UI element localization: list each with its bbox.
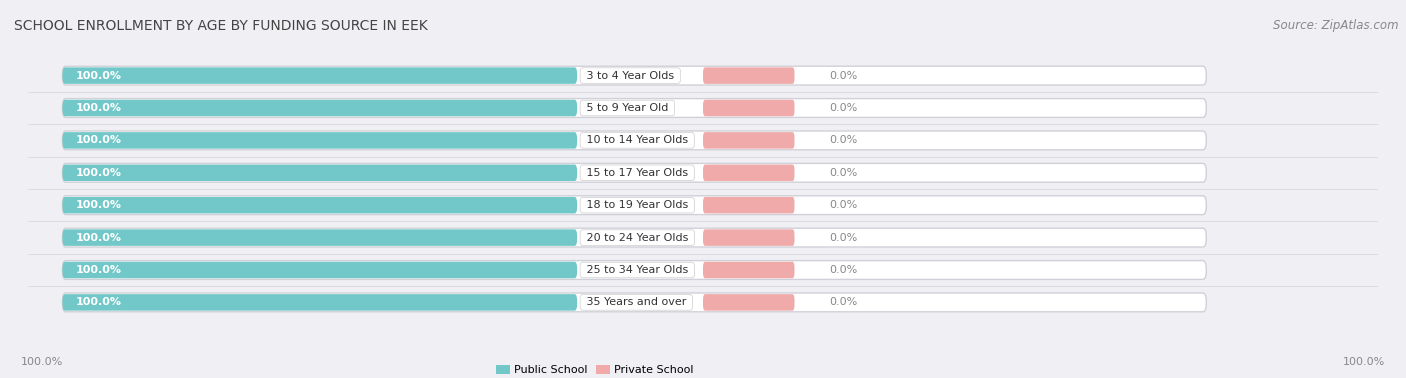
FancyBboxPatch shape: [62, 66, 1206, 85]
Text: 0.0%: 0.0%: [828, 168, 858, 178]
FancyBboxPatch shape: [703, 197, 794, 214]
Text: 0.0%: 0.0%: [828, 135, 858, 146]
FancyBboxPatch shape: [703, 294, 794, 311]
FancyBboxPatch shape: [703, 164, 794, 181]
FancyBboxPatch shape: [62, 163, 1206, 182]
FancyBboxPatch shape: [703, 229, 794, 246]
Text: 0.0%: 0.0%: [828, 232, 858, 243]
FancyBboxPatch shape: [703, 100, 794, 116]
FancyBboxPatch shape: [62, 100, 578, 116]
Text: Source: ZipAtlas.com: Source: ZipAtlas.com: [1274, 19, 1399, 32]
Text: 100.0%: 100.0%: [76, 168, 122, 178]
FancyBboxPatch shape: [62, 99, 1206, 118]
FancyBboxPatch shape: [703, 132, 794, 149]
Text: 3 to 4 Year Olds: 3 to 4 Year Olds: [583, 71, 678, 81]
Legend: Public School, Private School: Public School, Private School: [492, 360, 699, 378]
FancyBboxPatch shape: [62, 67, 578, 84]
FancyBboxPatch shape: [62, 293, 1206, 312]
Text: 100.0%: 100.0%: [76, 135, 122, 146]
Text: 0.0%: 0.0%: [828, 297, 858, 307]
Text: 25 to 34 Year Olds: 25 to 34 Year Olds: [583, 265, 692, 275]
Text: 0.0%: 0.0%: [828, 71, 858, 81]
FancyBboxPatch shape: [62, 229, 578, 246]
FancyBboxPatch shape: [62, 262, 578, 278]
Text: 100.0%: 100.0%: [76, 200, 122, 210]
Text: 100.0%: 100.0%: [76, 232, 122, 243]
Text: 35 Years and over: 35 Years and over: [583, 297, 690, 307]
FancyBboxPatch shape: [62, 132, 578, 149]
FancyBboxPatch shape: [62, 196, 1206, 215]
Text: 0.0%: 0.0%: [828, 103, 858, 113]
Text: 100.0%: 100.0%: [76, 297, 122, 307]
FancyBboxPatch shape: [62, 260, 1206, 279]
Text: 100.0%: 100.0%: [76, 265, 122, 275]
Text: 15 to 17 Year Olds: 15 to 17 Year Olds: [583, 168, 692, 178]
Text: SCHOOL ENROLLMENT BY AGE BY FUNDING SOURCE IN EEK: SCHOOL ENROLLMENT BY AGE BY FUNDING SOUR…: [14, 19, 427, 33]
Text: 100.0%: 100.0%: [76, 103, 122, 113]
FancyBboxPatch shape: [703, 262, 794, 278]
Text: 100.0%: 100.0%: [21, 357, 63, 367]
Text: 10 to 14 Year Olds: 10 to 14 Year Olds: [583, 135, 692, 146]
Text: 100.0%: 100.0%: [76, 71, 122, 81]
Text: 0.0%: 0.0%: [828, 200, 858, 210]
Text: 0.0%: 0.0%: [828, 265, 858, 275]
Text: 18 to 19 Year Olds: 18 to 19 Year Olds: [583, 200, 692, 210]
Text: 100.0%: 100.0%: [1343, 357, 1385, 367]
FancyBboxPatch shape: [62, 197, 578, 214]
FancyBboxPatch shape: [62, 294, 578, 311]
FancyBboxPatch shape: [62, 228, 1206, 247]
FancyBboxPatch shape: [62, 131, 1206, 150]
FancyBboxPatch shape: [703, 67, 794, 84]
Text: 20 to 24 Year Olds: 20 to 24 Year Olds: [583, 232, 692, 243]
FancyBboxPatch shape: [62, 164, 578, 181]
Text: 5 to 9 Year Old: 5 to 9 Year Old: [583, 103, 672, 113]
